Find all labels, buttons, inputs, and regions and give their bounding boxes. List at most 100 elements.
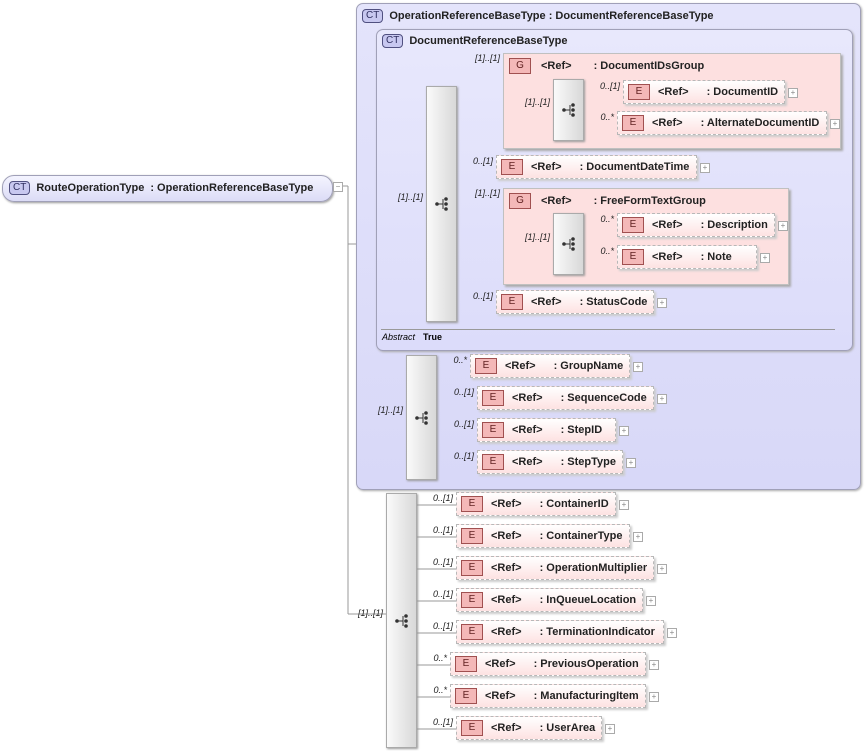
element-previousoperation[interactable]: E <Ref>: PreviousOperation <box>450 652 646 676</box>
element-groupname[interactable]: E <Ref>: GroupName <box>470 354 631 378</box>
element-ref: <Ref> <box>491 562 522 574</box>
occurrence: 0..[1] <box>472 291 493 301</box>
sequence-compositor[interactable] <box>553 213 584 275</box>
expand-icon[interactable]: + <box>633 362 643 372</box>
expand-icon[interactable]: + <box>605 724 615 734</box>
expand-icon[interactable]: + <box>633 532 643 542</box>
element-name: : AlternateDocumentID <box>700 117 820 129</box>
element-sequencecode[interactable]: E <Ref>: SequenceCode <box>477 386 654 410</box>
group-header: G <Ref> : DocumentIDsGroup <box>509 58 704 74</box>
element-steptype[interactable]: E <Ref>: StepType <box>477 450 623 474</box>
occurrence: [1]..[1] <box>474 188 500 198</box>
root-complex-type[interactable]: CT RouteOperationType : OperationReferen… <box>2 175 333 202</box>
expand-icon[interactable]: + <box>830 119 840 129</box>
element-userarea[interactable]: E <Ref>: UserArea <box>456 716 603 740</box>
occurrence: 0..[1] <box>432 717 453 727</box>
occurrence: [1]..[1] <box>524 97 550 107</box>
occurrence: 0..[1] <box>432 589 453 599</box>
expand-icon[interactable]: + <box>619 426 629 436</box>
complex-type-title: DocumentReferenceBaseType <box>409 35 568 47</box>
complex-type-badge: CT <box>9 181 31 195</box>
expand-icon[interactable]: + <box>657 298 667 308</box>
complex-type-badge: CT <box>382 34 404 48</box>
root-header: CT RouteOperationType : OperationReferen… <box>9 181 313 195</box>
element-terminationindicator[interactable]: E <Ref>: TerminationIndicator <box>456 620 664 644</box>
occurrence: 0..* <box>600 214 614 224</box>
element-ref: <Ref> <box>658 86 689 98</box>
element-ref: <Ref> <box>505 360 536 372</box>
group-name: : DocumentIDsGroup <box>593 60 705 72</box>
expand-icon[interactable]: + <box>760 253 770 263</box>
element-stepid[interactable]: E <Ref>: StepID <box>477 418 616 442</box>
root-name: RouteOperationType <box>36 182 145 194</box>
expand-icon[interactable]: + <box>657 564 667 574</box>
expand-icon[interactable]: + <box>619 500 629 510</box>
element-description[interactable]: E <Ref>: Description <box>617 213 775 237</box>
group-badge: G <box>509 58 531 74</box>
occurrence: [1]..[1] <box>524 232 550 242</box>
group-name: : FreeFormTextGroup <box>593 195 706 207</box>
expand-icon[interactable]: + <box>700 163 710 173</box>
complex-type-badge: CT <box>362 9 384 23</box>
element-badge: E <box>501 159 523 175</box>
sequence-compositor[interactable] <box>386 493 417 748</box>
element-ref: <Ref> <box>491 530 522 542</box>
occurrence: [1]..[1] <box>377 405 403 415</box>
sequence-icon <box>415 410 428 425</box>
expand-icon[interactable]: + <box>626 458 636 468</box>
occurrence: 0..[1] <box>432 621 453 631</box>
occurrence: 0..[1] <box>453 387 474 397</box>
element-name: : Note <box>700 251 732 263</box>
element-ref: <Ref> <box>652 219 683 231</box>
element-name: : TerminationIndicator <box>539 626 655 638</box>
element-documentid[interactable]: E <Ref>: DocumentID <box>623 80 786 104</box>
element-containertype[interactable]: E <Ref> : ContainerType <box>456 524 630 548</box>
element-ref: <Ref> <box>512 456 543 468</box>
expand-icon[interactable]: + <box>788 88 798 98</box>
group-header: G <Ref> : FreeFormTextGroup <box>509 193 706 209</box>
expand-icon[interactable]: + <box>649 660 659 670</box>
element-statuscode[interactable]: E <Ref>: StatusCode <box>496 290 655 314</box>
element-name: : Description <box>700 219 768 231</box>
complex-type-header: CT OperationReferenceBaseType : Document… <box>362 9 714 23</box>
element-name: : GroupName <box>553 360 624 372</box>
expand-icon[interactable]: + <box>649 692 659 702</box>
group-ref: <Ref> <box>541 195 572 207</box>
element-badge: E <box>622 249 644 265</box>
abstract-row: Abstract True <box>382 332 442 342</box>
root-base: : OperationReferenceBaseType <box>150 182 314 194</box>
element-name: : ContainerType <box>539 530 623 542</box>
element-badge: E <box>461 528 483 544</box>
element-operationmultiplier[interactable]: E <Ref> : OperationMultiplier <box>456 556 655 580</box>
element-name: : ManufacturingItem <box>533 690 639 702</box>
occurrence: 0..[1] <box>599 81 620 91</box>
expand-icon[interactable]: + <box>778 221 788 231</box>
element-badge: E <box>461 720 483 736</box>
element-ref: <Ref> <box>491 722 522 734</box>
element-name: : StepID <box>560 424 603 436</box>
expand-icon[interactable]: + <box>667 628 677 638</box>
sequence-compositor[interactable] <box>553 79 584 141</box>
sequence-compositor[interactable] <box>406 355 437 480</box>
element-documentdatetime[interactable]: E <Ref>: DocumentDateTime <box>496 155 697 179</box>
element-badge: E <box>461 560 483 576</box>
element-badge: E <box>482 390 504 406</box>
element-name: : OperationMultiplier <box>539 562 648 574</box>
element-inqueuelocation[interactable]: E <Ref>: InQueueLocation <box>456 588 644 612</box>
occurrence: 0..[1] <box>453 451 474 461</box>
element-name: : StatusCode <box>579 296 648 308</box>
element-containerid[interactable]: E <Ref>: ContainerID <box>456 492 616 516</box>
collapse-icon[interactable]: − <box>333 182 343 192</box>
element-note[interactable]: E <Ref>: Note <box>617 245 757 269</box>
element-manufacturingitem[interactable]: E <Ref>: ManufacturingItem <box>450 684 646 708</box>
sequence-compositor[interactable] <box>426 86 457 322</box>
occurrence: 0..* <box>453 355 467 365</box>
expand-icon[interactable]: + <box>646 596 656 606</box>
element-badge: E <box>461 624 483 640</box>
occurrence: 0..[1] <box>432 557 453 567</box>
element-badge: E <box>455 656 477 672</box>
element-ref: <Ref> <box>531 296 562 308</box>
complex-type-title: OperationReferenceBaseType : DocumentRef… <box>389 10 714 22</box>
expand-icon[interactable]: + <box>657 394 667 404</box>
element-alternatedocumentid[interactable]: E <Ref>: AlternateDocumentID <box>617 111 827 135</box>
